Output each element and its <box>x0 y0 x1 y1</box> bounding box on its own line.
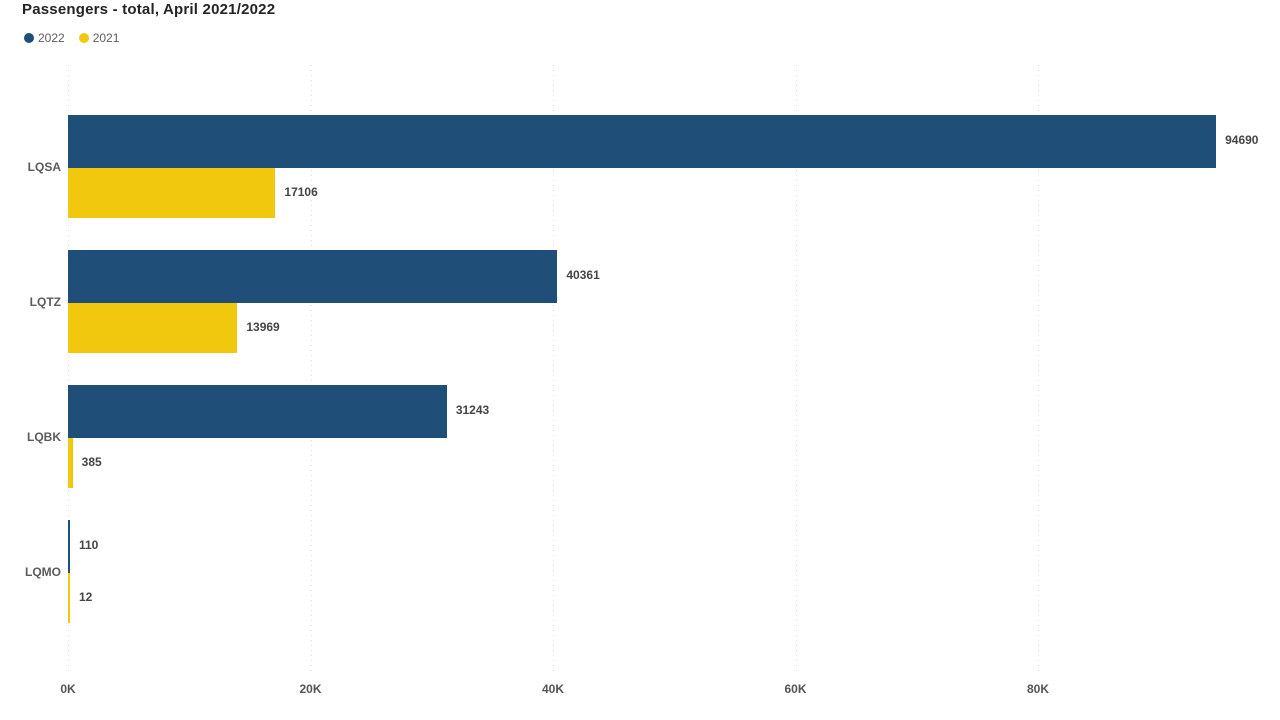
x-axis-tick-label: 20K <box>299 682 322 696</box>
x-gridline <box>68 65 69 675</box>
data-label: 12 <box>79 589 93 604</box>
x-gridline <box>553 65 554 675</box>
data-label: 385 <box>81 454 102 469</box>
bar-lqtz-2021[interactable] <box>68 302 238 353</box>
x-gridline <box>795 65 797 675</box>
data-label: 31243 <box>455 403 490 417</box>
y-axis-category-label: LQSA <box>27 159 61 174</box>
bar-lqmo-2021[interactable] <box>68 572 70 623</box>
y-axis-category-label: LQBK <box>27 429 61 444</box>
legend-swatch-2021-icon <box>78 33 89 43</box>
legend-item-2022[interactable]: 2022 <box>24 31 65 45</box>
x-axis-tick-label: 80K <box>1026 682 1050 696</box>
data-label: 17106 <box>284 184 318 199</box>
x-axis-tick-label: 40K <box>541 682 565 696</box>
bar-lqtz-2022[interactable] <box>68 249 558 303</box>
legend-item-2021[interactable]: 2021 <box>78 31 120 45</box>
x-gridline <box>1038 65 1039 675</box>
x-gridline <box>310 65 312 675</box>
bar-lqsa-2021[interactable] <box>68 167 276 218</box>
data-label: 40361 <box>566 268 600 282</box>
legend-label-2021: 2021 <box>92 31 120 45</box>
chart-title: Passengers - total, April 2021/2022 <box>22 1 276 18</box>
legend-label-2022: 2022 <box>38 31 65 45</box>
bar-lqmo-2022[interactable] <box>68 519 70 573</box>
data-label: 13969 <box>246 319 280 334</box>
data-label: 110 <box>79 538 99 552</box>
bar-lqbk-2021[interactable] <box>68 437 73 488</box>
data-label: 94690 <box>1225 133 1259 147</box>
bar-lqbk-2022[interactable] <box>68 384 447 438</box>
y-axis-category-label: LQTZ <box>29 294 61 309</box>
y-axis-category-label: LQMO <box>25 564 61 579</box>
legend-swatch-2022-icon <box>24 33 34 43</box>
legend: 2022 2021 <box>24 31 119 45</box>
bar-lqsa-2022[interactable] <box>68 114 1217 168</box>
x-axis-tick-label: 0K <box>60 682 76 696</box>
x-axis-tick-label: 60K <box>784 682 807 696</box>
